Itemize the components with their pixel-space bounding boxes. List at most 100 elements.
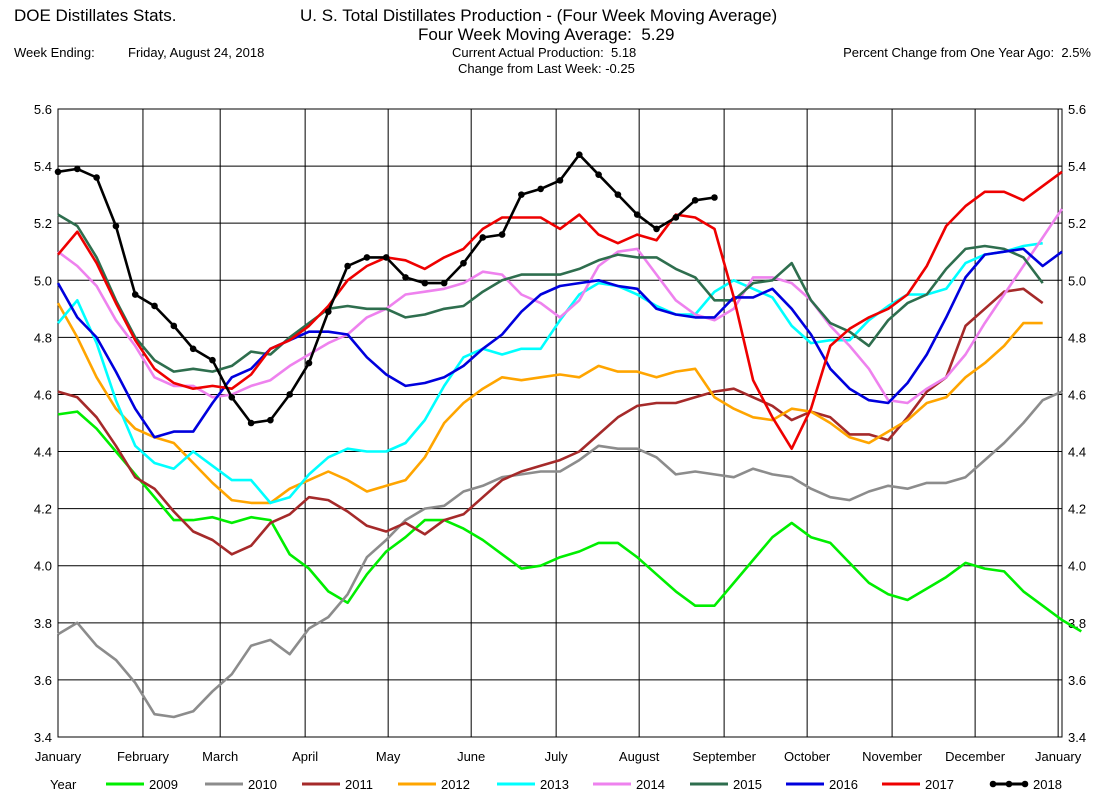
x-tick-label-month: April	[292, 749, 318, 764]
data-point-2018	[537, 185, 544, 193]
x-tick-label-month: March	[202, 749, 238, 764]
legend-label-2018: 2018	[1033, 777, 1062, 792]
data-point-2018	[74, 165, 81, 173]
legend-label-2016: 2016	[829, 777, 858, 792]
legend-label-2011: 2011	[345, 777, 373, 792]
y-tick-label-right: 4.6	[1068, 387, 1086, 402]
y-tick-label-right: 3.4	[1068, 730, 1086, 745]
x-tick-label-month: December	[945, 749, 1006, 764]
week-ending-value: Friday, August 24, 2018	[128, 45, 265, 60]
legend-label-2015: 2015	[733, 777, 762, 792]
x-tick-label-month: November	[862, 749, 923, 764]
series-line-2016	[56, 247, 1063, 439]
legend-label-2014: 2014	[636, 777, 665, 792]
app-title: DOE Distillates Stats.	[14, 6, 177, 25]
percent-change-label: Percent Change from One Year Ago:	[843, 45, 1055, 60]
data-point-2018	[498, 231, 506, 238]
legend-marker-2018	[989, 780, 997, 788]
data-point-2018	[556, 177, 564, 184]
y-tick-label-left: 4.8	[34, 330, 52, 345]
y-tick-label-right: 5.4	[1068, 159, 1086, 174]
y-tick-label-left: 3.6	[34, 673, 52, 688]
legend-label-2017: 2017	[925, 777, 954, 792]
data-point-2018	[267, 416, 274, 424]
change-value: -0.25	[605, 61, 635, 76]
legend-marker-2018	[1021, 780, 1029, 788]
y-tick-label-left: 3.8	[34, 616, 52, 631]
data-point-2018	[363, 254, 371, 261]
data-point-2018	[614, 191, 622, 198]
data-point-2018	[305, 359, 313, 367]
change-from-last-week: Change from Last Week: -0.25	[458, 61, 635, 76]
moving-average-label: Four Week Moving Average:	[418, 25, 632, 44]
data-point-2018	[151, 302, 158, 310]
chart-subtitle: Four Week Moving Average: 5.29	[418, 25, 674, 45]
x-tick-label-month: January	[1035, 749, 1082, 764]
chart-title: U. S. Total Distillates Production - (Fo…	[300, 6, 778, 25]
data-point-2018	[286, 391, 293, 398]
x-tick-label-month: July	[545, 749, 569, 764]
data-point-2018	[653, 225, 660, 233]
series-line-2017	[57, 170, 1063, 451]
data-point-2018	[112, 222, 120, 230]
y-tick-label-right: 5.2	[1068, 216, 1086, 231]
y-tick-label-left: 4.0	[34, 559, 52, 574]
data-point-2018	[402, 274, 409, 281]
y-tick-label-right: 5.0	[1068, 273, 1086, 288]
data-point-2018	[170, 322, 178, 330]
percent-change-value: 2.5%	[1061, 45, 1091, 60]
data-point-2018	[460, 259, 467, 267]
legend-label-2010: 2010	[248, 777, 277, 792]
y-tick-label-right: 4.8	[1068, 330, 1086, 345]
change-label: Change from Last Week:	[458, 61, 602, 76]
percent-change: Percent Change from One Year Ago: 2.5%	[843, 45, 1091, 60]
y-tick-label-right: 4.4	[1068, 445, 1086, 460]
legend-title: Year	[50, 777, 77, 792]
y-tick-label-right: 3.6	[1068, 673, 1086, 688]
y-tick-label-left: 4.6	[34, 387, 52, 402]
data-point-2018	[228, 394, 236, 401]
data-point-2018	[711, 194, 718, 201]
week-ending-label: Week Ending:	[14, 45, 95, 60]
data-point-2018	[672, 214, 680, 221]
y-tick-label-left: 5.0	[34, 273, 52, 288]
data-point-2018	[131, 291, 139, 298]
legend-marker-2018	[1005, 780, 1013, 788]
x-tick-label-month: June	[457, 749, 485, 764]
x-tick-label-month: August	[619, 749, 660, 764]
current-production-label: Current Actual Production:	[452, 45, 604, 60]
y-tick-label-right: 5.6	[1068, 102, 1086, 117]
x-tick-label-month: May	[376, 749, 401, 764]
data-point-2018	[440, 279, 448, 287]
data-point-2018	[54, 168, 62, 176]
series-line-2014	[57, 208, 1064, 405]
current-production: Current Actual Production: 5.18	[452, 45, 636, 60]
data-point-2018	[189, 345, 197, 353]
data-point-2018	[691, 197, 699, 204]
data-point-2018	[209, 356, 216, 364]
series-line-2012	[56, 302, 1043, 505]
series-line-2009	[57, 410, 1082, 633]
y-tick-label-left: 4.4	[34, 445, 52, 460]
data-point-2018	[633, 211, 641, 218]
y-tick-label-left: 5.6	[34, 102, 52, 117]
data-point-2018	[344, 262, 351, 270]
data-point-2018	[93, 174, 100, 181]
data-point-2018	[247, 419, 255, 427]
x-tick-label-month: October	[784, 749, 831, 764]
y-tick-label-left: 3.4	[34, 730, 52, 745]
data-point-2018	[479, 234, 487, 241]
series-line-2010	[57, 390, 1063, 719]
data-point-2018	[518, 191, 525, 198]
data-point-2018	[595, 171, 602, 178]
data-point-2018	[382, 254, 390, 261]
data-point-2018	[576, 151, 583, 158]
moving-average-value: 5.29	[641, 25, 675, 44]
data-point-2018	[325, 308, 332, 315]
legend-label-2012: 2012	[441, 777, 470, 792]
x-tick-label-month: January	[35, 749, 82, 764]
series-line-2011	[57, 287, 1044, 556]
legend-label-2013: 2013	[540, 777, 569, 792]
y-tick-label-left: 4.2	[34, 502, 52, 517]
